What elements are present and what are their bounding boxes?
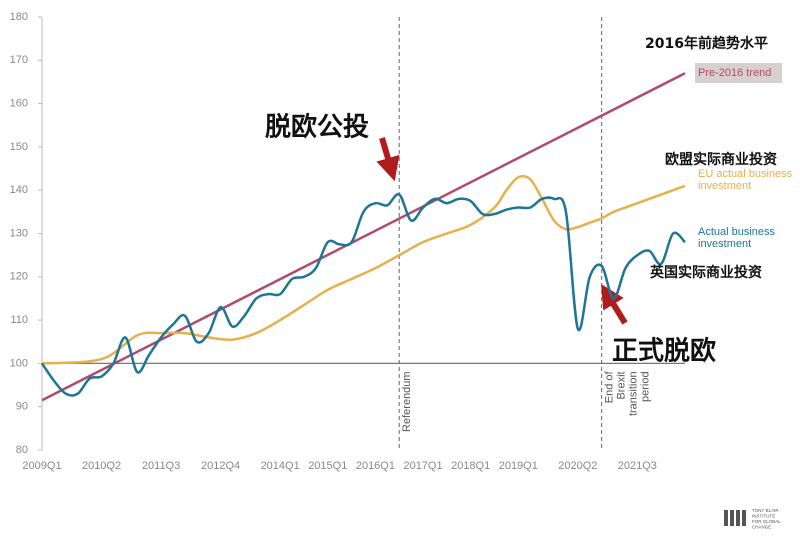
event-label: Referendum (401, 371, 413, 432)
logo-icon (724, 510, 746, 526)
x-tick-label: 2018Q1 (451, 460, 490, 472)
x-tick-label: 2019Q1 (499, 460, 538, 472)
arrow (600, 283, 628, 325)
series-label-cn: 2016年前趋势水平 (645, 35, 768, 52)
series-label: investment (698, 180, 751, 192)
event-label: transition (628, 371, 640, 416)
y-tick-label: 80 (16, 444, 28, 456)
y-tick-label: 130 (10, 227, 28, 239)
x-tick-label: 2016Q1 (356, 460, 395, 472)
series-label-cn: 英国实际商业投资 (649, 264, 762, 281)
x-tick-label: 2010Q2 (82, 460, 121, 472)
legend-box (695, 63, 782, 83)
event-label: Brexit (616, 371, 628, 399)
x-tick-label: 2020Q2 (558, 460, 597, 472)
y-tick-label: 170 (10, 54, 28, 66)
x-tick-label: 2015Q1 (308, 460, 347, 472)
y-tick-label: 160 (10, 98, 28, 110)
logo-text: FOR GLOBAL (752, 519, 781, 524)
series-line (40, 192, 686, 397)
series-label-cn: 欧盟实际商业投资 (665, 151, 777, 168)
logo-text: INSTITUTE (752, 514, 775, 519)
y-tick-label: 100 (10, 357, 28, 369)
y-tick-label: 150 (10, 141, 28, 153)
x-tick-label: 2009Q1 (22, 460, 61, 472)
series-label: Pre-2016 trend (698, 67, 771, 79)
event-label-cn: 脱欧公投 (265, 112, 369, 143)
y-tick-label: 110 (10, 314, 28, 326)
x-tick-label: 2021Q3 (618, 460, 657, 472)
series-line (41, 174, 686, 365)
series-label: investment (698, 238, 751, 250)
series-line (41, 72, 686, 402)
event-label: End of (604, 370, 616, 403)
y-tick-label: 90 (16, 401, 28, 413)
x-tick-label: 2014Q1 (261, 460, 300, 472)
x-tick-label: 2017Q1 (403, 460, 442, 472)
y-tick-label: 140 (10, 184, 28, 196)
event-label: period (640, 371, 652, 402)
y-tick-label: 120 (10, 271, 28, 283)
series-label: Actual business (698, 226, 776, 238)
event-label-cn: 正式脱欧 (612, 336, 716, 367)
logo-text: CHANGE (752, 525, 771, 530)
y-tick-label: 180 (10, 11, 28, 23)
arrow (376, 137, 400, 182)
logo-text: TONY BLAIR (752, 508, 779, 513)
series-label: EU actual business (698, 168, 793, 180)
x-tick-label: 2011Q3 (142, 460, 180, 472)
x-tick-label: 2012Q4 (201, 460, 240, 472)
